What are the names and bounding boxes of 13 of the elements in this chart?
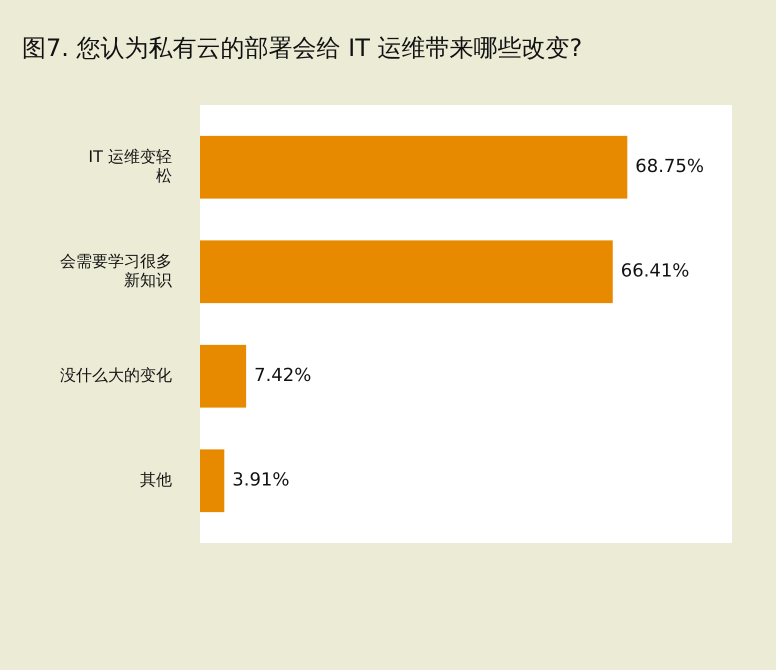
data-label: 68.75% — [635, 156, 704, 177]
y-tick-label: 其他 — [140, 470, 172, 489]
bar — [200, 344, 246, 408]
data-label: 7.42% — [254, 364, 312, 386]
bar — [200, 240, 613, 304]
bar — [200, 449, 224, 512]
data-label: 3.91% — [232, 469, 290, 490]
y-tick-label: IT 运维变轻松 — [88, 146, 172, 186]
chart-title: 图7. 您认为私有云的部署会给 IT 运维带来哪些改变? — [22, 33, 584, 64]
y-tick-label: 会需要学习很多新知识 — [60, 251, 172, 290]
bar — [200, 136, 628, 199]
y-tick-label: 没什么大的变化 — [60, 365, 172, 384]
data-label: 66.41% — [620, 260, 690, 282]
